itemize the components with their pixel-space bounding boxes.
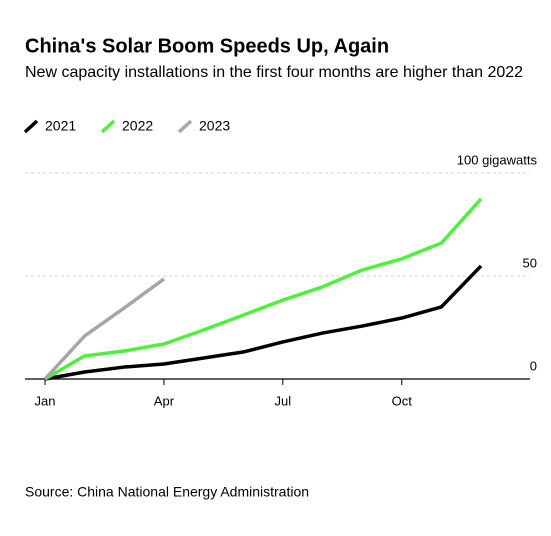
chart-subtitle: New capacity installations in the first …: [25, 64, 524, 81]
y-tick-label: 100 gigawatts: [457, 152, 538, 167]
chart-title: China's Solar Boom Speeds Up, Again: [25, 35, 389, 57]
legend-label: 2022: [122, 118, 153, 134]
x-tick-label: Jan: [35, 393, 56, 408]
source: Source: China National Energy Administra…: [25, 484, 309, 500]
x-tick-label: Apr: [154, 393, 175, 408]
line-series: [43, 277, 165, 381]
y-tick-label: 0: [530, 358, 537, 373]
y-tick-label: 50: [523, 255, 537, 270]
subtitle-box: New capacity installations in the first …: [25, 64, 524, 81]
x-tick-label: Oct: [392, 393, 413, 408]
x-tick-label: Jul: [275, 393, 292, 408]
legend-label: 2023: [199, 118, 230, 134]
legend-swatch: [100, 119, 116, 134]
legend-swatch: [177, 119, 193, 134]
legend-swatch: [23, 119, 39, 134]
legend-label: 2021: [45, 118, 76, 134]
line-series: [44, 264, 483, 381]
line-series: [44, 197, 483, 381]
